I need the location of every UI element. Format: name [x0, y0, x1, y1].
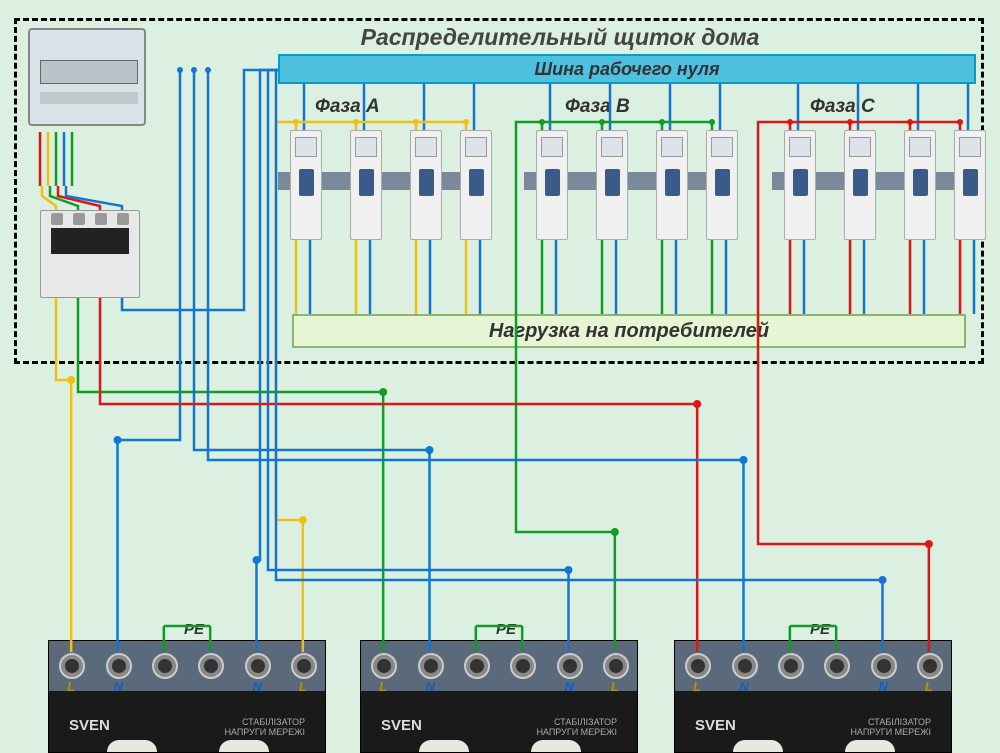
terminal — [917, 653, 943, 679]
circuit-breaker — [656, 130, 688, 240]
stabilizer-brand: SVEN — [695, 717, 736, 734]
terminal-label: L — [925, 679, 933, 694]
terminal-label: N — [565, 679, 574, 694]
terminal — [418, 653, 444, 679]
circuit-breaker — [350, 130, 382, 240]
terminal-label: N — [253, 679, 262, 694]
circuit-breaker — [536, 130, 568, 240]
terminal-label: N — [114, 679, 123, 694]
terminal-row: LNNL — [49, 641, 325, 691]
stabilizer-desc: СТАБІЛІЗАТОРНАПРУГИ МЕРЕЖІ — [536, 718, 617, 738]
pe-label: PE — [496, 621, 516, 638]
stabilizer-desc: СТАБІЛІЗАТОРНАПРУГИ МЕРЕЖІ — [224, 718, 305, 738]
terminal — [871, 653, 897, 679]
load-label: Нагрузка на потребителей — [489, 320, 769, 343]
voltage-stabilizer: LNNLPESVENСТАБІЛІЗАТОРНАПРУГИ МЕРЕЖІ — [360, 640, 638, 753]
circuit-breaker — [706, 130, 738, 240]
terminal — [510, 653, 536, 679]
terminal-label: N — [426, 679, 435, 694]
terminal — [371, 653, 397, 679]
circuit-breaker — [290, 130, 322, 240]
neutral-bus: Шина рабочего нуля — [278, 54, 976, 84]
neutral-bus-label: Шина рабочего нуля — [534, 59, 719, 80]
terminal-label: L — [67, 679, 75, 694]
terminal — [106, 653, 132, 679]
stabilizer-desc: СТАБІЛІЗАТОРНАПРУГИ МЕРЕЖІ — [850, 718, 931, 738]
diagram-title: Распределительный щиток дома — [280, 24, 840, 51]
terminal-label: L — [379, 679, 387, 694]
main-breaker — [40, 210, 140, 298]
phase-b-label: Фаза B — [565, 96, 630, 118]
terminal-label: N — [740, 679, 749, 694]
terminal-label: L — [611, 679, 619, 694]
terminal — [198, 653, 224, 679]
terminal-row: LNNL — [361, 641, 637, 691]
terminal-label: L — [299, 679, 307, 694]
terminal — [464, 653, 490, 679]
terminal — [152, 653, 178, 679]
terminal — [291, 653, 317, 679]
terminal — [603, 653, 629, 679]
pe-label: PE — [184, 621, 204, 638]
terminal — [824, 653, 850, 679]
terminal-row: LNNL — [675, 641, 951, 691]
circuit-breaker — [784, 130, 816, 240]
voltage-stabilizer: LNNLPESVENСТАБІЛІЗАТОРНАПРУГИ МЕРЕЖІ — [48, 640, 326, 753]
electric-meter — [28, 28, 146, 126]
circuit-breaker — [410, 130, 442, 240]
circuit-breaker — [954, 130, 986, 240]
stabilizer-brand: SVEN — [381, 717, 422, 734]
terminal — [245, 653, 271, 679]
terminal — [732, 653, 758, 679]
phase-a-label: Фаза А — [315, 96, 380, 118]
circuit-breaker — [904, 130, 936, 240]
terminal — [557, 653, 583, 679]
phase-c-label: Фаза C — [810, 96, 875, 118]
load-box: Нагрузка на потребителей — [292, 314, 966, 348]
circuit-breaker — [596, 130, 628, 240]
terminal — [778, 653, 804, 679]
stabilizer-brand: SVEN — [69, 717, 110, 734]
terminal-label: N — [879, 679, 888, 694]
circuit-breaker — [460, 130, 492, 240]
terminal — [685, 653, 711, 679]
voltage-stabilizer: LNNLPESVENСТАБІЛІЗАТОРНАПРУГИ МЕРЕЖІ — [674, 640, 952, 753]
terminal — [59, 653, 85, 679]
terminal-label: L — [693, 679, 701, 694]
circuit-breaker — [844, 130, 876, 240]
pe-label: PE — [810, 621, 830, 638]
